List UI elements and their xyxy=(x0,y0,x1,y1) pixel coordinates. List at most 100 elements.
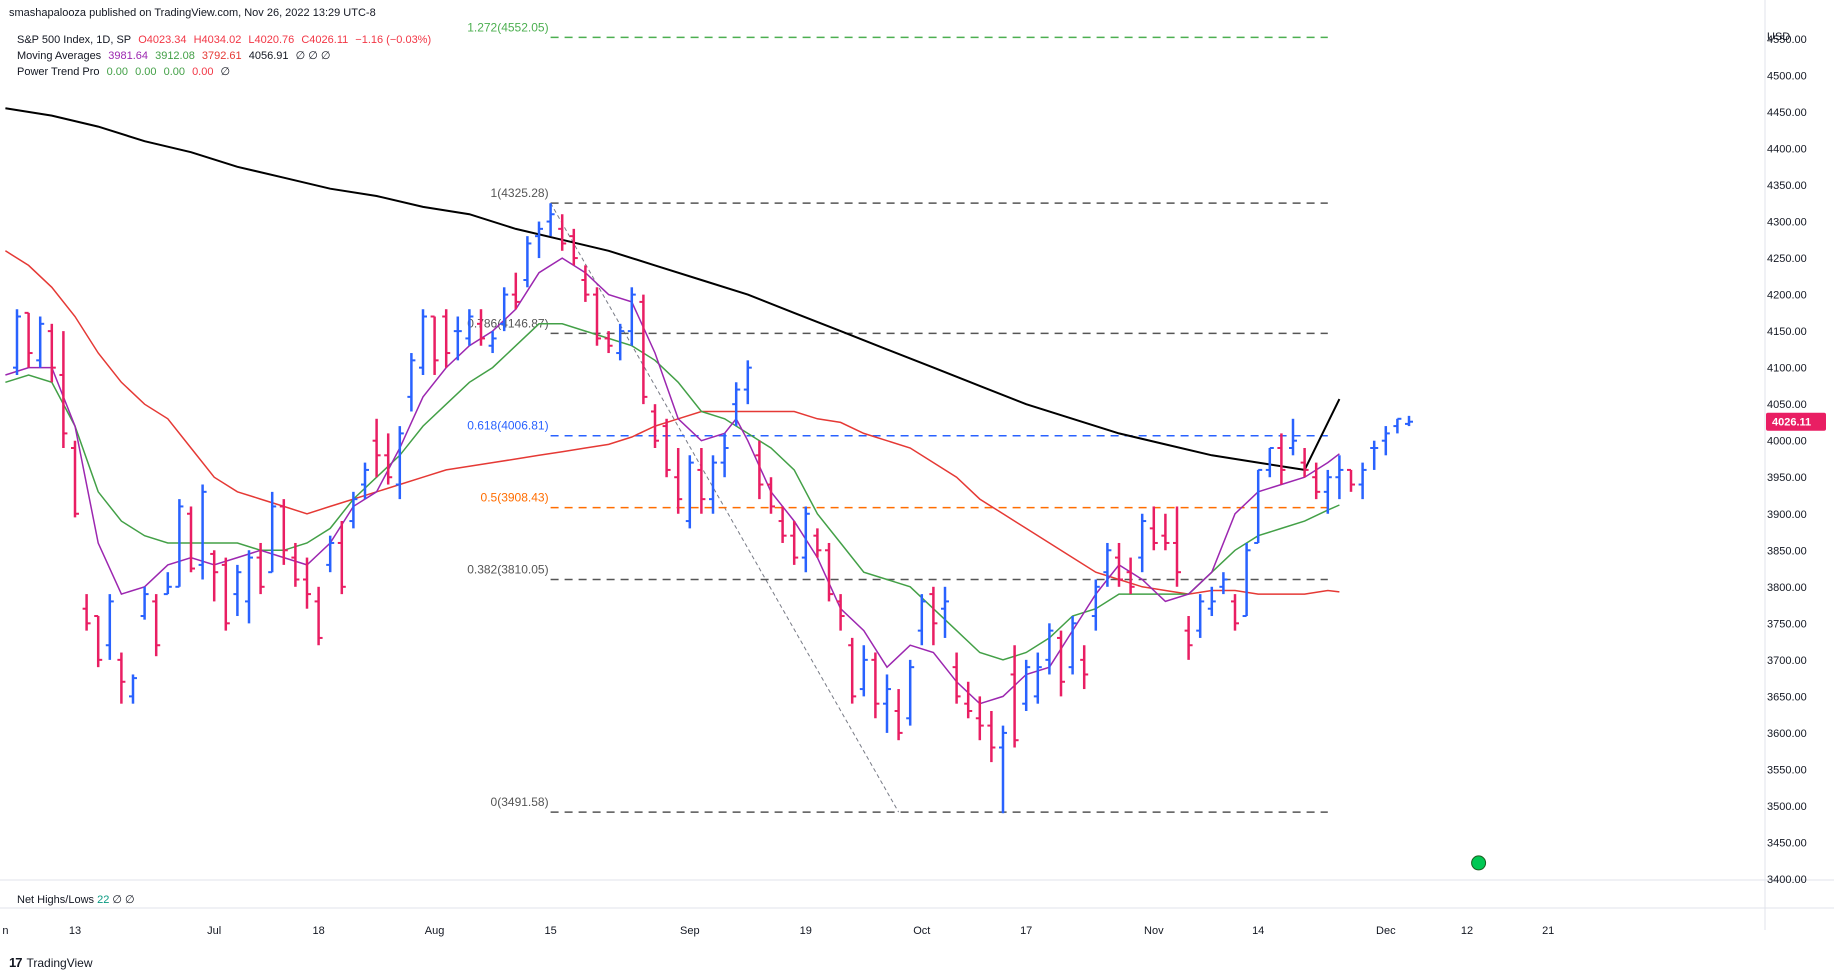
ohlc-bar xyxy=(1045,623,1054,675)
x-tick-label: 15 xyxy=(544,925,556,937)
ohlc-bar xyxy=(1335,455,1344,500)
ohlc-bar xyxy=(372,418,381,478)
ohlc-bar xyxy=(825,542,833,602)
ohlc-bar xyxy=(662,418,671,478)
last-price-label: 4026.11 xyxy=(1772,417,1811,429)
net-highs-lows-label: Net Highs/Lows 22 ∅ ∅ xyxy=(17,893,135,906)
ohlc-bar xyxy=(999,725,1007,814)
ma-label[interactable]: Moving Averages xyxy=(17,50,102,62)
x-tick-label: n xyxy=(2,925,8,937)
ohlc-bar xyxy=(430,315,439,375)
fib-level-label: 0.786(4146.87) xyxy=(467,316,548,330)
ohlc-bar xyxy=(732,382,741,427)
ohlc-bar xyxy=(581,265,590,302)
footer: 17 TradingView xyxy=(9,955,93,970)
ptp-value-3: 0.00 xyxy=(163,66,185,78)
ohlc-bar xyxy=(651,404,659,449)
ohlc-bar xyxy=(1242,542,1251,618)
ohlc-bar xyxy=(187,506,195,573)
ohlc-bar xyxy=(685,455,694,529)
ohlc-bar xyxy=(465,309,474,346)
ohlc-bar xyxy=(523,236,532,288)
ohlc-bar xyxy=(1115,542,1123,587)
ohlc-bar xyxy=(1405,415,1413,427)
ohlc-bar xyxy=(245,550,253,624)
ohlc-bar xyxy=(1277,433,1286,485)
ohlc-bar xyxy=(546,203,555,237)
ohlc-bar xyxy=(82,594,91,631)
ohlc-bar xyxy=(152,594,161,657)
y-tick-label: 4350.00 xyxy=(1767,180,1807,192)
close-value: C4026.11 xyxy=(301,34,349,46)
ohlc-bar xyxy=(1173,506,1181,587)
ohlc-bar xyxy=(71,440,79,518)
ohlc-bar xyxy=(929,586,938,646)
fib-level-label: 1.272(4552.05) xyxy=(467,20,548,34)
footer-brand[interactable]: TradingView xyxy=(26,955,93,970)
publisher-line: smashapalooza published on TradingView.c… xyxy=(9,7,376,19)
ptp-label[interactable]: Power Trend Pro xyxy=(17,66,100,78)
y-tick-label: 3550.00 xyxy=(1767,764,1807,776)
ohlc-bar xyxy=(674,448,683,514)
ohlc-bar xyxy=(511,272,520,310)
fib-level-label: 1(4325.28) xyxy=(491,186,549,200)
ohlc-bar xyxy=(1103,542,1112,587)
ohlc-bar xyxy=(314,586,323,646)
ohlc-bar xyxy=(233,564,242,617)
ohlc-bar xyxy=(917,594,926,646)
y-tick-label: 4050.00 xyxy=(1767,399,1807,411)
ohlc-bar xyxy=(198,484,207,580)
ohlc-bar xyxy=(1091,579,1100,631)
ohlc-bar xyxy=(1068,616,1077,675)
ohlc-bar xyxy=(349,491,358,529)
ohlc-bar xyxy=(1358,462,1367,500)
change-value: −1.16 (−0.03%) xyxy=(355,34,432,46)
ohlc-bar xyxy=(256,542,265,595)
y-tick-label: 4150.00 xyxy=(1767,326,1807,338)
x-tick-label: 14 xyxy=(1252,925,1264,937)
ohlc-bar xyxy=(1126,557,1135,595)
ma-value-4: 4056.91 xyxy=(248,50,289,62)
ohlc-bar xyxy=(140,586,149,620)
ohlc-bar xyxy=(941,586,949,638)
ohlc-bar xyxy=(500,287,509,332)
ohlc-bar xyxy=(326,535,335,573)
ohlc-bar xyxy=(24,311,33,368)
signal-dot xyxy=(1471,855,1487,871)
ohlc-bar xyxy=(384,433,393,485)
ohlc-bar xyxy=(569,228,578,266)
y-tick-label: 3600.00 xyxy=(1767,728,1807,740)
ohlc-bar xyxy=(94,615,103,668)
ohlc-bar xyxy=(558,214,567,251)
x-tick-label: Sep xyxy=(680,925,700,937)
y-tick-label: 3800.00 xyxy=(1767,582,1807,594)
tradingview-logo-icon[interactable]: 17 xyxy=(9,955,23,970)
symbol-label[interactable]: S&P 500 Index, 1D, SP xyxy=(17,34,132,46)
x-tick-label: 18 xyxy=(312,925,324,937)
ohlc-bar xyxy=(964,681,973,719)
ma-mid-line xyxy=(5,323,1340,661)
ohlc-bar xyxy=(1161,513,1170,551)
legend-ma-row: Moving Averages 3981.64 3912.08 3792.61 … xyxy=(17,49,334,63)
fib-level-label: 0.382(3810.05) xyxy=(467,562,548,576)
ohlc-bar xyxy=(59,331,68,449)
ohlc-bar xyxy=(535,221,543,259)
ohlc-bar xyxy=(1033,652,1042,704)
indicator-name[interactable]: Net Highs/Lows xyxy=(17,894,95,906)
ohlc-bar xyxy=(709,455,717,514)
ohlc-bar xyxy=(1312,462,1321,500)
indicator-value: 22 xyxy=(97,894,110,906)
y-tick-label: 4300.00 xyxy=(1767,217,1807,229)
ohlc-bar xyxy=(407,353,416,412)
ohlc-bar xyxy=(697,448,706,514)
ohlc-bar xyxy=(1022,659,1031,711)
ma-value-1: 3981.64 xyxy=(108,50,149,62)
ma-value-3: 3792.61 xyxy=(201,50,242,62)
ohlc-bar xyxy=(975,696,984,741)
y-tick-label: 4250.00 xyxy=(1767,253,1807,265)
ohlc-bar xyxy=(105,594,114,660)
y-tick-label: 4400.00 xyxy=(1767,144,1807,156)
ohlc-bar xyxy=(1231,594,1239,631)
ohlc-bar xyxy=(616,323,625,361)
